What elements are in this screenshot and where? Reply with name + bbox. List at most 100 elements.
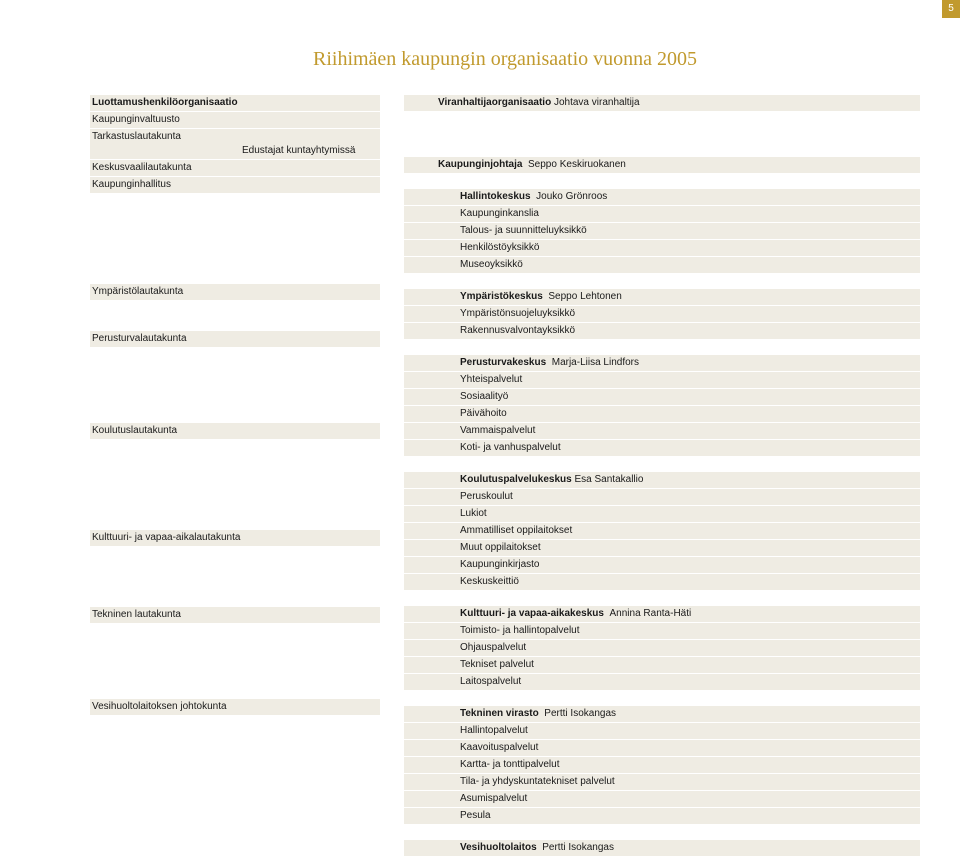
left-mid-label: Edustajat kuntayhtymissä [242, 145, 355, 156]
spacer [90, 378, 380, 392]
right-item: Koti- ja vanhuspalvelut [404, 440, 920, 456]
spacer [90, 348, 380, 362]
right-header: Hallintokeskus Jouko Grönroos [404, 189, 920, 205]
spacer [90, 547, 380, 561]
org-name: Seppo Lehtonen [548, 291, 621, 302]
spacer [90, 269, 380, 283]
spacer [404, 691, 920, 705]
org-label: Viranhaltijaorganisaatio [438, 97, 551, 108]
right-item: Sosiaalityö [404, 389, 920, 405]
spacer [90, 515, 380, 529]
page-number-tab: 5 [942, 0, 960, 18]
spacer [90, 393, 380, 407]
spacer [404, 457, 920, 471]
right-item: Ohjauspalvelut [404, 640, 920, 656]
org-label: Kulttuuri- ja vapaa-aikakeskus [460, 608, 604, 619]
right-header: Vesihuoltolaitos Pertti Isokangas [404, 840, 920, 856]
org-name: Johtava viranhaltija [554, 97, 640, 108]
right-header: Kaupunginjohtaja Seppo Keskiruokanen [404, 157, 920, 173]
left-item: Koulutuslautakunta [90, 423, 380, 439]
right-item: Vammaispalvelut [404, 423, 920, 439]
spacer [90, 470, 380, 484]
org-name: Annina Ranta-Häti [610, 608, 692, 619]
org-label: Vesihuoltolaitos [460, 842, 537, 853]
org-label: Perusturvakeskus [460, 357, 546, 368]
spacer [90, 194, 380, 208]
columns: Luottamushenkilöorganisaatio Kaupunginva… [90, 95, 920, 857]
left-item: Tarkastuslautakunta Edustajat kuntayhtym… [90, 129, 380, 159]
left-item: Kaupunginhallitus [90, 177, 380, 193]
org-name: Esa Santakallio [574, 474, 643, 485]
right-item: Kartta- ja tonttipalvelut [404, 757, 920, 773]
right-item: Museoyksikkö [404, 257, 920, 273]
org-name: Pertti Isokangas [542, 842, 614, 853]
org-name: Marja-Liisa Lindfors [552, 357, 639, 368]
spacer [90, 500, 380, 514]
spacer [404, 174, 920, 188]
left-item: Perusturvalautakunta [90, 331, 380, 347]
spacer [404, 591, 920, 605]
right-item: Peruskoulut [404, 489, 920, 505]
spacer [90, 239, 380, 253]
right-item: Päivähoito [404, 406, 920, 422]
left-item: Tekninen lautakunta [90, 607, 380, 623]
org-name: Pertti Isokangas [544, 708, 616, 719]
org-name: Seppo Keskiruokanen [528, 159, 626, 170]
spacer [404, 127, 920, 141]
right-item: Laitospalvelut [404, 674, 920, 690]
spacer [90, 684, 380, 698]
spacer [404, 274, 920, 288]
left-item: Luottamushenkilöorganisaatio [90, 95, 380, 111]
right-item: Tekniset palvelut [404, 657, 920, 673]
right-item: Talous- ja suunnitteluyksikkö [404, 223, 920, 239]
spacer [90, 654, 380, 668]
spacer [90, 254, 380, 268]
spacer [90, 301, 380, 315]
spacer [90, 639, 380, 653]
right-item: Henkilöstöyksikkö [404, 240, 920, 256]
spacer [404, 142, 920, 156]
spacer [90, 669, 380, 683]
right-item: Kaupunginkirjasto [404, 557, 920, 573]
spacer [404, 825, 920, 839]
left-item: Vesihuoltolaitoksen johtokunta [90, 699, 380, 715]
content-area: Riihimäen kaupungin organisaatio vuonna … [0, 0, 960, 857]
spacer [90, 440, 380, 454]
spacer [404, 340, 920, 354]
right-item: Yhteispalvelut [404, 372, 920, 388]
right-item: Lukiot [404, 506, 920, 522]
org-label: Hallintokeskus [460, 191, 531, 202]
org-label: Tekninen virasto [460, 708, 539, 719]
spacer [90, 485, 380, 499]
spacer [90, 209, 380, 223]
right-item: Rakennusvalvontayksikkö [404, 323, 920, 339]
spacer [90, 562, 380, 576]
right-header: Kulttuuri- ja vapaa-aikakeskus Annina Ra… [404, 606, 920, 622]
left-label: Tarkastuslautakunta [92, 131, 181, 142]
right-item: Pesula [404, 808, 920, 824]
org-name: Jouko Grönroos [536, 191, 607, 202]
left-item: Keskusvaalilautakunta [90, 160, 380, 176]
right-item: Tila- ja yhdyskuntatekniset palvelut [404, 774, 920, 790]
right-header: Koulutuspalvelukeskus Esa Santakallio [404, 472, 920, 488]
right-header: Viranhaltijaorganisaatio Johtava viranha… [404, 95, 920, 111]
right-item: Muut oppilaitokset [404, 540, 920, 556]
spacer [404, 112, 920, 126]
left-item: Kaupunginvaltuusto [90, 112, 380, 128]
right-item: Kaavoituspalvelut [404, 740, 920, 756]
spacer [90, 592, 380, 606]
left-item: Kulttuuri- ja vapaa-aikalautakunta [90, 530, 380, 546]
right-item: Kaupunginkanslia [404, 206, 920, 222]
page-title: Riihimäen kaupungin organisaatio vuonna … [90, 48, 920, 71]
spacer [90, 577, 380, 591]
spacer [90, 455, 380, 469]
right-item: Hallintopalvelut [404, 723, 920, 739]
right-item: Asumispalvelut [404, 791, 920, 807]
left-item: Ympäristölautakunta [90, 284, 380, 300]
right-item: Ympäristönsuojeluyksikkö [404, 306, 920, 322]
org-label: Kaupunginjohtaja [438, 159, 522, 170]
right-item: Toimisto- ja hallintopalvelut [404, 623, 920, 639]
right-header: Perusturvakeskus Marja-Liisa Lindfors [404, 355, 920, 371]
right-header: Ympäristökeskus Seppo Lehtonen [404, 289, 920, 305]
spacer [90, 408, 380, 422]
